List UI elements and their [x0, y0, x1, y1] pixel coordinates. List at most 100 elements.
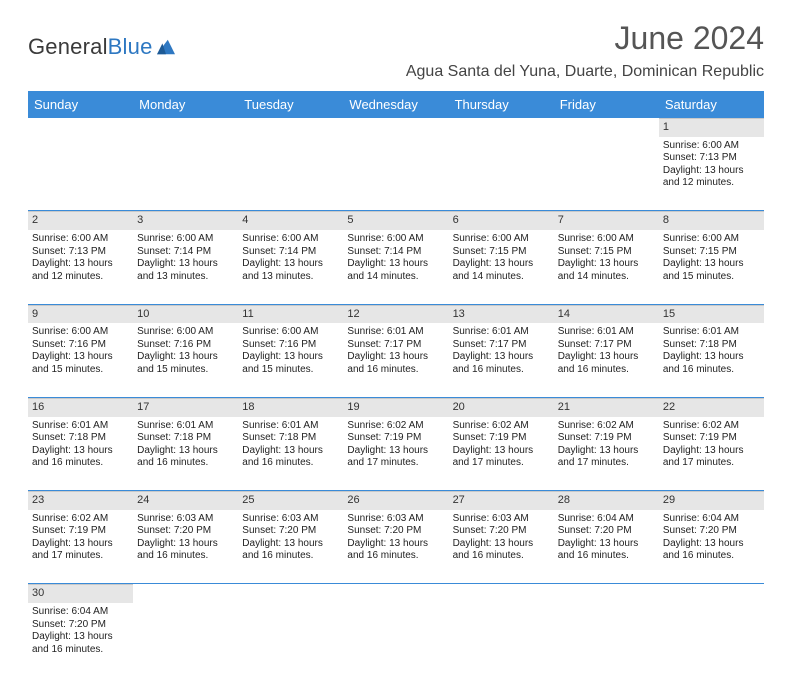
- daynum-cell: 22: [659, 397, 764, 416]
- daynum-cell: [133, 584, 238, 603]
- daynum-cell: [659, 584, 764, 603]
- week-row: Sunrise: 6:02 AMSunset: 7:19 PMDaylight:…: [28, 510, 764, 584]
- sunrise-text: Sunrise: 6:01 AM: [347, 326, 444, 339]
- sunset-text: Sunset: 7:17 PM: [453, 339, 550, 352]
- daynum-row: 9101112131415: [28, 304, 764, 323]
- day-cell: Sunrise: 6:03 AMSunset: 7:20 PMDaylight:…: [449, 510, 554, 584]
- day-number: 21: [554, 398, 659, 417]
- day-number: 4: [238, 211, 343, 230]
- sunrise-text: Sunrise: 6:03 AM: [242, 513, 339, 526]
- daynum-cell: 27: [449, 491, 554, 510]
- day-number: 3: [133, 211, 238, 230]
- sunset-text: Sunset: 7:20 PM: [663, 525, 760, 538]
- sunset-text: Sunset: 7:19 PM: [453, 432, 550, 445]
- daynum-cell: 7: [554, 211, 659, 230]
- day-content: Sunrise: 6:01 AMSunset: 7:17 PMDaylight:…: [558, 325, 655, 376]
- daynum-cell: 3: [133, 211, 238, 230]
- daylight-text: Daylight: 13 hours and 13 minutes.: [242, 258, 339, 283]
- sunset-text: Sunset: 7:20 PM: [558, 525, 655, 538]
- day-number: 15: [659, 305, 764, 324]
- daylight-text: Daylight: 13 hours and 16 minutes.: [137, 538, 234, 563]
- daynum-row: 30: [28, 584, 764, 603]
- day-number: 13: [449, 305, 554, 324]
- day-number: 2: [28, 211, 133, 230]
- sail-icon: [155, 38, 177, 56]
- day-cell: Sunrise: 6:00 AMSunset: 7:16 PMDaylight:…: [133, 323, 238, 397]
- day-cell: Sunrise: 6:01 AMSunset: 7:18 PMDaylight:…: [133, 417, 238, 491]
- daylight-text: Daylight: 13 hours and 16 minutes.: [242, 538, 339, 563]
- daynum-cell: 12: [343, 304, 448, 323]
- sunrise-text: Sunrise: 6:03 AM: [137, 513, 234, 526]
- day-content: Sunrise: 6:01 AMSunset: 7:17 PMDaylight:…: [453, 325, 550, 376]
- daynum-cell: 17: [133, 397, 238, 416]
- day-number: 20: [449, 398, 554, 417]
- day-cell: Sunrise: 6:00 AMSunset: 7:14 PMDaylight:…: [238, 230, 343, 304]
- daylight-text: Daylight: 13 hours and 16 minutes.: [663, 351, 760, 376]
- daynum-cell: 20: [449, 397, 554, 416]
- sunrise-text: Sunrise: 6:00 AM: [242, 233, 339, 246]
- calendar-page: GeneralBlue June 2024 Agua Santa del Yun…: [0, 0, 792, 612]
- daynum-cell: 14: [554, 304, 659, 323]
- sunset-text: Sunset: 7:20 PM: [137, 525, 234, 538]
- daylight-text: Daylight: 13 hours and 16 minutes.: [347, 351, 444, 376]
- daynum-cell: [238, 584, 343, 603]
- daynum-cell: 8: [659, 211, 764, 230]
- sunset-text: Sunset: 7:18 PM: [663, 339, 760, 352]
- daynum-row: 16171819202122: [28, 397, 764, 416]
- daynum-cell: 6: [449, 211, 554, 230]
- day-cell: Sunrise: 6:02 AMSunset: 7:19 PMDaylight:…: [659, 417, 764, 491]
- daynum-cell: 23: [28, 491, 133, 510]
- daynum-cell: 11: [238, 304, 343, 323]
- sunset-text: Sunset: 7:19 PM: [558, 432, 655, 445]
- day-content: Sunrise: 6:02 AMSunset: 7:19 PMDaylight:…: [347, 419, 444, 470]
- sunset-text: Sunset: 7:19 PM: [347, 432, 444, 445]
- daynum-row: 23242526272829: [28, 491, 764, 510]
- daynum-cell: [343, 118, 448, 137]
- daynum-row: 1: [28, 118, 764, 137]
- day-header: Wednesday: [343, 91, 448, 118]
- sunrise-text: Sunrise: 6:01 AM: [242, 420, 339, 433]
- daynum-cell: [238, 118, 343, 137]
- title-block: June 2024 Agua Santa del Yuna, Duarte, D…: [406, 20, 764, 81]
- week-row: Sunrise: 6:00 AMSunset: 7:13 PMDaylight:…: [28, 230, 764, 304]
- sunrise-text: Sunrise: 6:04 AM: [558, 513, 655, 526]
- daylight-text: Daylight: 13 hours and 14 minutes.: [558, 258, 655, 283]
- day-cell: [554, 603, 659, 677]
- daylight-text: Daylight: 13 hours and 13 minutes.: [137, 258, 234, 283]
- daylight-text: Daylight: 13 hours and 16 minutes.: [453, 351, 550, 376]
- day-cell: [133, 603, 238, 677]
- sunset-text: Sunset: 7:18 PM: [137, 432, 234, 445]
- day-number: 25: [238, 491, 343, 510]
- brand-blue: Blue: [108, 34, 153, 59]
- day-number: 10: [133, 305, 238, 324]
- sunrise-text: Sunrise: 6:02 AM: [32, 513, 129, 526]
- week-row: Sunrise: 6:00 AMSunset: 7:16 PMDaylight:…: [28, 323, 764, 397]
- day-content: Sunrise: 6:01 AMSunset: 7:18 PMDaylight:…: [663, 325, 760, 376]
- daynum-cell: [449, 584, 554, 603]
- day-content: Sunrise: 6:03 AMSunset: 7:20 PMDaylight:…: [242, 512, 339, 563]
- daylight-text: Daylight: 13 hours and 16 minutes.: [453, 538, 550, 563]
- daylight-text: Daylight: 13 hours and 17 minutes.: [558, 445, 655, 470]
- daylight-text: Daylight: 13 hours and 16 minutes.: [558, 351, 655, 376]
- brand-logo: GeneralBlue: [28, 34, 177, 60]
- day-content: Sunrise: 6:01 AMSunset: 7:18 PMDaylight:…: [137, 419, 234, 470]
- day-content: Sunrise: 6:00 AMSunset: 7:13 PMDaylight:…: [32, 232, 129, 283]
- daylight-text: Daylight: 13 hours and 16 minutes.: [347, 538, 444, 563]
- day-number: 19: [343, 398, 448, 417]
- day-content: Sunrise: 6:00 AMSunset: 7:16 PMDaylight:…: [32, 325, 129, 376]
- day-cell: Sunrise: 6:04 AMSunset: 7:20 PMDaylight:…: [554, 510, 659, 584]
- day-cell: Sunrise: 6:00 AMSunset: 7:14 PMDaylight:…: [343, 230, 448, 304]
- day-cell: [554, 137, 659, 211]
- day-cell: [133, 137, 238, 211]
- daynum-cell: [554, 118, 659, 137]
- brand-general: General: [28, 34, 108, 59]
- sunset-text: Sunset: 7:15 PM: [663, 246, 760, 259]
- calendar-table: Sunday Monday Tuesday Wednesday Thursday…: [28, 91, 764, 677]
- sunrise-text: Sunrise: 6:00 AM: [32, 233, 129, 246]
- day-cell: Sunrise: 6:01 AMSunset: 7:17 PMDaylight:…: [554, 323, 659, 397]
- daynum-cell: 29: [659, 491, 764, 510]
- day-number: 17: [133, 398, 238, 417]
- day-cell: Sunrise: 6:02 AMSunset: 7:19 PMDaylight:…: [343, 417, 448, 491]
- day-number: 26: [343, 491, 448, 510]
- day-number: 27: [449, 491, 554, 510]
